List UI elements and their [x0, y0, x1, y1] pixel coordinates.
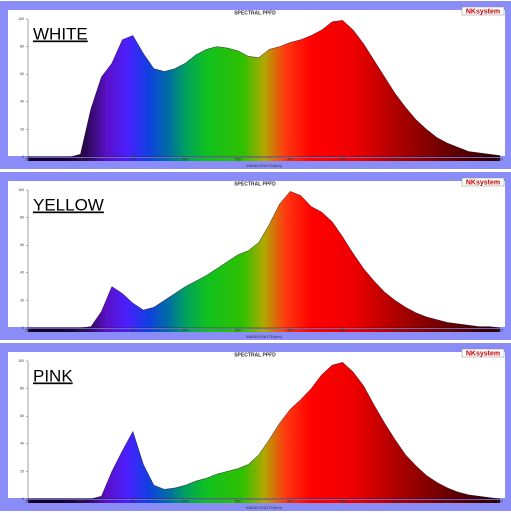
x-tick-label: 550 [235, 499, 241, 503]
logo: NKsystem [466, 179, 500, 186]
y-tick-label: 20 [20, 298, 24, 302]
y-tick-label: 60 [20, 243, 24, 247]
x-tick-label: 400 [78, 157, 84, 161]
spectrum-area [28, 191, 501, 329]
x-tick-label: 750 [445, 328, 451, 332]
x-tick-label: 600 [287, 157, 293, 161]
x-tick-label: 500 [182, 499, 188, 503]
x-tick-label: 650 [340, 499, 346, 503]
series-label: WHITE [33, 24, 88, 43]
x-axis-label: WAVELENGTH(nm) [246, 505, 282, 510]
y-tick-label: 0 [22, 326, 24, 330]
x-tick-label: 750 [445, 499, 451, 503]
y-tick-label: 20 [20, 127, 24, 131]
y-tick-label: 0 [22, 155, 24, 159]
y-tick-label: 20 [20, 469, 24, 473]
series-label: PINK [33, 366, 73, 385]
y-tick-label: 40 [20, 442, 24, 446]
spectrum-strip [28, 329, 500, 332]
chart-panel: SPECTRAL PPFD NKsystem 0 20 40 60 80 100 350 400 4… [0, 1, 511, 169]
x-axis-label: WAVELENGTH(nm) [246, 334, 282, 339]
x-tick-label: 650 [340, 328, 346, 332]
y-tick-label: 80 [20, 387, 24, 391]
x-tick-label: 550 [235, 328, 241, 332]
x-tick-label: 450 [130, 157, 136, 161]
y-tick-label: 100 [18, 17, 24, 21]
x-tick-label: 800 [497, 499, 503, 503]
x-tick-label: 700 [392, 499, 398, 503]
x-tick-label: 550 [235, 157, 241, 161]
y-tick-label: 100 [18, 359, 24, 363]
spectrum-area [28, 20, 501, 158]
x-tick-label: 600 [287, 328, 293, 332]
x-tick-label: 500 [182, 157, 188, 161]
chart-title: SPECTRAL PPFD [234, 181, 276, 187]
y-tick-label: 100 [18, 188, 24, 192]
x-tick-label: 650 [340, 157, 346, 161]
spectrum-strip [28, 158, 500, 161]
spectrum-strip [28, 500, 500, 503]
x-tick-label: 700 [392, 157, 398, 161]
x-tick-label: 800 [497, 328, 503, 332]
x-tick-label: 800 [497, 157, 503, 161]
x-axis-label: WAVELENGTH(nm) [246, 163, 282, 168]
chart-panel: SPECTRAL PPFD NKsystem 0 20 40 60 80 100 350 400 4… [0, 343, 511, 511]
x-tick-label: 350 [25, 328, 31, 332]
y-tick-label: 60 [20, 414, 24, 418]
logo: NKsystem [466, 350, 500, 357]
series-label: YELLOW [33, 195, 104, 214]
x-tick-label: 700 [392, 328, 398, 332]
logo: NKsystem [466, 8, 500, 15]
x-tick-label: 750 [445, 157, 451, 161]
x-tick-label: 450 [130, 328, 136, 332]
logo-box [461, 177, 505, 187]
x-tick-label: 350 [25, 499, 31, 503]
spectrum-area [28, 362, 501, 500]
x-tick-label: 400 [78, 328, 84, 332]
x-tick-label: 350 [25, 157, 31, 161]
logo-box [461, 348, 505, 358]
chart-title: SPECTRAL PPFD [234, 10, 276, 16]
y-tick-label: 80 [20, 45, 24, 49]
chart-panel: SPECTRAL PPFD NKsystem 0 20 40 60 80 100 350 400 4… [0, 172, 511, 340]
y-tick-label: 40 [20, 100, 24, 104]
y-tick-label: 80 [20, 216, 24, 220]
y-tick-label: 0 [22, 497, 24, 501]
chart-title: SPECTRAL PPFD [234, 352, 276, 358]
x-tick-label: 500 [182, 328, 188, 332]
x-tick-label: 400 [78, 499, 84, 503]
x-tick-label: 600 [287, 499, 293, 503]
y-tick-label: 40 [20, 271, 24, 275]
y-tick-label: 60 [20, 72, 24, 76]
logo-box [461, 6, 505, 16]
x-tick-label: 450 [130, 499, 136, 503]
